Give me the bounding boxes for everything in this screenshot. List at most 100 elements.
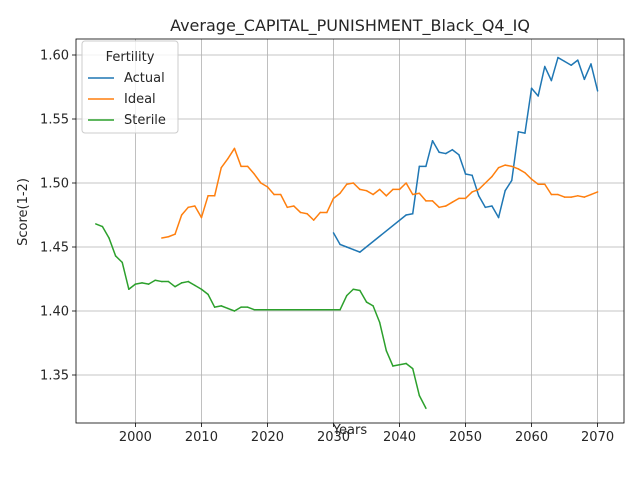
series-segment-actual [504,179,513,192]
series-segment-actual [537,65,546,97]
series-segment-ideal [194,205,203,219]
series-segment-ideal [524,172,533,180]
series-segment-sterile [147,279,156,285]
series-segment-ideal [372,188,381,196]
legend-label-actual: Actual [124,71,165,86]
series-segment-ideal [167,233,176,238]
series-layer [95,56,599,410]
series-segment-ideal [431,200,440,209]
series-segment-sterile [121,261,130,290]
legend-label-ideal: Ideal [124,92,156,107]
series-segment-sterile [213,305,223,308]
legend-title: Fertility [106,50,155,65]
series-segment-actual [464,173,473,177]
series-segment-ideal [590,191,599,196]
plot-frame [75,38,625,424]
series-segment-actual [544,65,553,82]
series-segment-ideal [530,178,539,186]
series-segment-actual [451,148,460,156]
series-segment-sterile [101,225,110,239]
series-segment-sterile [128,283,137,290]
series-segment-sterile [187,280,196,287]
series-segment-actual [570,59,579,66]
series-segment-actual [359,214,407,253]
legend-box [81,40,179,134]
series-segment-ideal [398,182,407,191]
series-segment-sterile [233,306,242,312]
series-segment-actual [425,140,434,168]
series-segment-actual [517,131,526,134]
x-tick-label: 2040 [383,430,416,445]
series-segment-sterile [180,280,189,284]
ticks-layer: 2000 2010 2020 2030 2040 2050 2060 2070 1.35 1.40… [40,49,614,446]
series-segment-ideal [220,157,229,169]
y-axis-label: Score(1-2) [16,178,31,246]
series-segment-sterile [398,362,407,366]
series-segment-ideal [332,192,341,200]
series-segment-ideal [312,211,322,221]
series-segment-ideal [451,197,460,203]
legend: Fertility Actual Ideal Sterile [81,40,179,134]
series-segment-sterile [141,282,150,285]
series-segment-sterile [345,288,355,297]
series-segment-ideal [339,183,348,194]
series-segment-sterile [167,280,176,288]
series-segment-ideal [365,189,374,196]
series-segment-ideal [504,164,513,168]
series-segment-ideal [557,193,566,198]
series-segment-ideal [405,182,414,196]
series-segment-ideal [180,206,189,216]
x-axis-label: Years [332,423,368,438]
series-segment-actual [444,148,454,155]
series-segment-ideal [352,182,361,191]
series-segment-ideal [484,175,493,184]
series-segment-ideal [213,166,223,197]
x-tick-label: 2070 [581,430,614,445]
x-tick-label: 2050 [449,430,482,445]
series-segment-actual [590,63,599,92]
series-segment-actual [557,56,566,63]
series-segment-actual [511,131,520,182]
y-tick-label: 1.60 [40,49,69,64]
series-segment-ideal [161,236,170,239]
series-segment-ideal [517,168,526,174]
series-segment-sterile [154,279,163,283]
series-segment-sterile [134,282,143,285]
series-segment-ideal [497,164,506,169]
series-segment-ideal [544,183,553,196]
series-segment-ideal [583,193,592,198]
series-segment-ideal [286,205,295,209]
series-segment-ideal [464,191,473,200]
series-segment-sterile [385,349,394,367]
series-segment-sterile [207,293,216,308]
series-segment-ideal [491,166,500,178]
series-segment-actual [438,151,447,155]
series-segment-sterile [227,307,236,312]
legend-entries: Actual Ideal Sterile [88,71,166,128]
series-actual [332,56,599,253]
series-segment-ideal [359,188,368,192]
series-segment-sterile [194,284,203,290]
series-segment-ideal [418,192,427,202]
series-segment-ideal [511,165,520,170]
series-segment-ideal [200,195,209,219]
series-segment-ideal [233,147,242,168]
series-segment-ideal [279,193,289,209]
series-segment-ideal [299,211,308,215]
x-tick-label: 2000 [119,430,152,445]
series-segment-sterile [352,288,361,292]
series-segment-actual [352,248,361,253]
x-tick-label: 2060 [515,430,548,445]
series-segment-ideal [438,205,447,209]
x-tick-label: 2020 [251,430,284,445]
series-segment-actual [583,63,592,81]
x-tick-label: 2010 [185,430,218,445]
series-segment-sterile [359,289,368,303]
series-segment-sterile [246,306,256,311]
series-segment-ideal [385,188,394,197]
series-segment-actual [497,189,506,219]
series-segment-sterile [411,367,421,397]
series-ideal [161,147,599,239]
series-segment-ideal [293,205,302,214]
